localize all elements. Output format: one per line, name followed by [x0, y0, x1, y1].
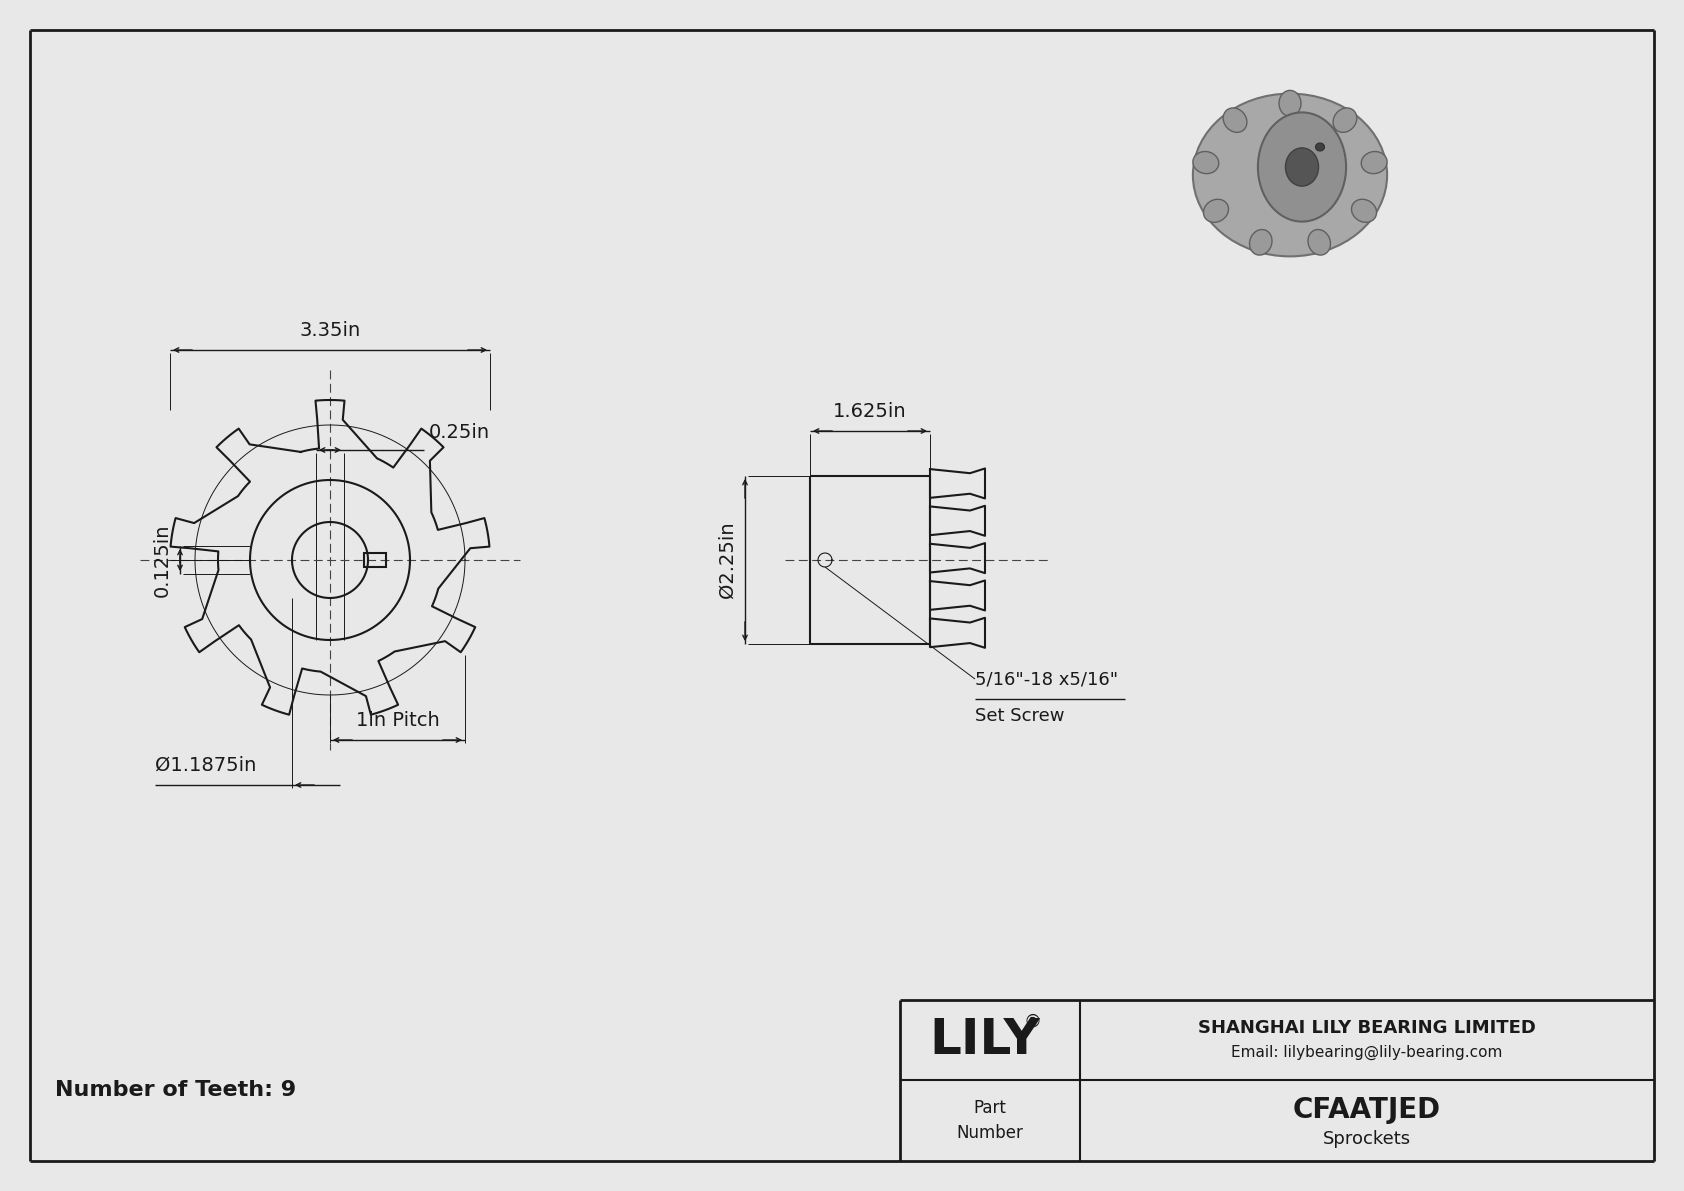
Ellipse shape	[1334, 108, 1357, 132]
Text: 3.35in: 3.35in	[300, 322, 360, 339]
Ellipse shape	[1285, 145, 1339, 205]
Ellipse shape	[1204, 199, 1229, 223]
Ellipse shape	[1361, 151, 1388, 174]
Ellipse shape	[1192, 94, 1388, 256]
Ellipse shape	[1250, 230, 1271, 255]
Bar	[364, 553, 386, 567]
Ellipse shape	[1315, 143, 1325, 151]
Ellipse shape	[1192, 151, 1219, 174]
Text: Ø2.25in: Ø2.25in	[717, 522, 738, 598]
Text: Set Screw: Set Screw	[975, 707, 1064, 725]
Text: LILY: LILY	[930, 1016, 1041, 1064]
Ellipse shape	[1223, 108, 1246, 132]
Text: 1.625in: 1.625in	[834, 403, 906, 420]
Text: SHANGHAI LILY BEARING LIMITED: SHANGHAI LILY BEARING LIMITED	[1197, 1019, 1536, 1037]
Text: 0.25in: 0.25in	[429, 423, 490, 442]
Ellipse shape	[1258, 112, 1346, 222]
Text: Ø1.1875in: Ø1.1875in	[155, 756, 256, 775]
Text: Email: lilybearing@lily-bearing.com: Email: lilybearing@lily-bearing.com	[1231, 1045, 1502, 1060]
Ellipse shape	[1285, 148, 1319, 186]
Ellipse shape	[1280, 91, 1302, 117]
Text: 5/16"-18 x5/16": 5/16"-18 x5/16"	[975, 671, 1118, 690]
Text: Number of Teeth: 9: Number of Teeth: 9	[56, 1080, 296, 1100]
Text: CFAATJED: CFAATJED	[1293, 1097, 1442, 1124]
Text: Sprockets: Sprockets	[1324, 1129, 1411, 1147]
Text: Part
Number: Part Number	[957, 1099, 1024, 1142]
Ellipse shape	[1352, 199, 1376, 223]
Text: ®: ®	[1022, 1014, 1041, 1031]
Text: 1in Pitch: 1in Pitch	[355, 711, 440, 730]
Ellipse shape	[1308, 230, 1330, 255]
Text: 0.125in: 0.125in	[153, 523, 172, 597]
